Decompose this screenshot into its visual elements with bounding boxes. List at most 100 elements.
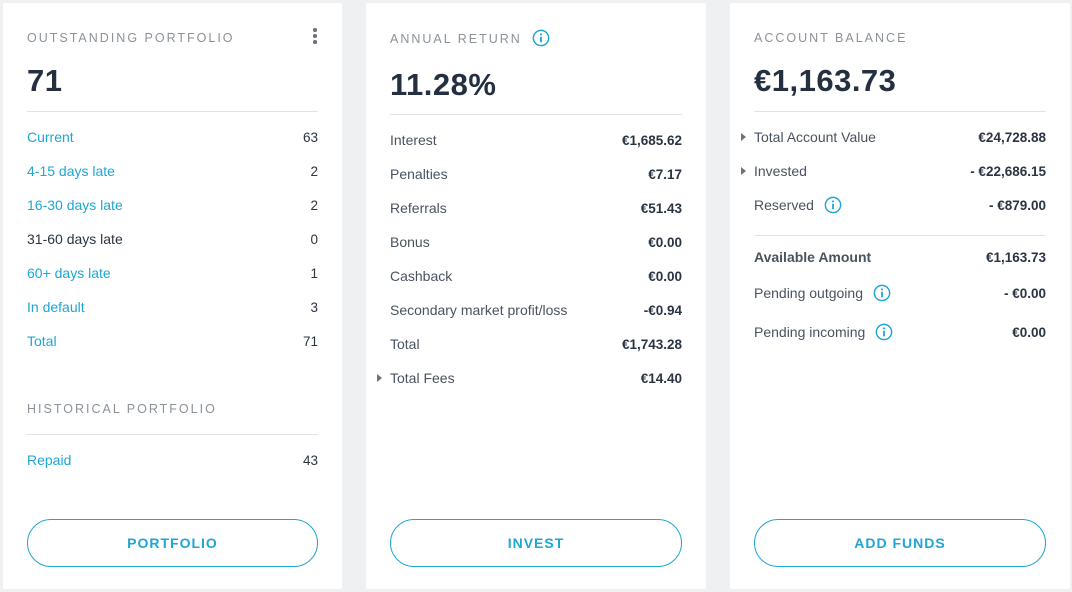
list-item-cashback: Cashback €0.00 [390, 259, 682, 293]
row-value: - €0.00 [1003, 285, 1046, 301]
row-label: Cashback [390, 268, 453, 284]
list-item-total[interactable]: Total 71 [27, 324, 318, 358]
row-label-wrap: Pending incoming [754, 323, 893, 341]
divider [27, 434, 318, 435]
account-balance-list: Total Account Value €24,728.88 Invested … [741, 120, 1046, 222]
outstanding-portfolio-title: OUTSTANDING PORTFOLIO [27, 31, 235, 45]
info-icon[interactable] [532, 29, 550, 47]
row-label-wrap: Reserved [754, 196, 842, 214]
annual-return-list: Interest €1,685.62 Penalties €7.17 Refer… [377, 123, 682, 395]
list-item-repaid[interactable]: Repaid 43 [27, 443, 318, 477]
portfolio-status-list: Current 63 4-15 days late 2 16-30 days l… [27, 120, 318, 358]
row-value: 0 [310, 231, 318, 247]
row-label[interactable]: 16-30 days late [27, 197, 123, 213]
invest-button[interactable]: INVEST [390, 519, 682, 567]
available-amount-list: Available Amount €1,163.73 Pending outgo… [754, 240, 1046, 352]
row-value: €1,685.62 [621, 132, 682, 148]
list-item-16-30-days-late[interactable]: 16-30 days late 2 [27, 188, 318, 222]
row-label[interactable]: In default [27, 299, 85, 315]
account-balance-title: ACCOUNT BALANCE [754, 31, 908, 45]
divider [754, 111, 1046, 112]
annual-return-card: ANNUAL RETURN 11.28% Interest €1,685.62 … [366, 3, 706, 589]
row-value: €1,163.73 [985, 249, 1046, 265]
list-item-reserved: Reserved - €879.00 [754, 188, 1046, 222]
outstanding-portfolio-count: 71 [27, 63, 63, 98]
info-icon[interactable] [824, 196, 842, 214]
row-value: - €22,686.15 [970, 163, 1046, 179]
row-label[interactable]: Total Account Value [754, 129, 876, 145]
row-label[interactable]: Repaid [27, 452, 72, 468]
account-balance-card: ACCOUNT BALANCE €1,163.73 Total Account … [730, 3, 1070, 589]
row-value: €24,728.88 [978, 129, 1046, 145]
row-value: €1,743.28 [621, 336, 682, 352]
info-icon[interactable] [873, 284, 891, 302]
row-label: Reserved [754, 197, 814, 213]
row-label: Bonus [390, 234, 430, 250]
row-value: 43 [302, 452, 318, 468]
row-value: €0.00 [648, 234, 682, 250]
list-item-current[interactable]: Current 63 [27, 120, 318, 154]
historical-list: Repaid 43 [27, 443, 318, 477]
divider [754, 235, 1046, 236]
expand-caret-icon[interactable] [377, 374, 382, 382]
list-item-invested[interactable]: Invested - €22,686.15 [741, 154, 1046, 188]
row-label[interactable]: 60+ days late [27, 265, 111, 281]
divider [27, 111, 318, 112]
row-label[interactable]: Total [27, 333, 57, 349]
account-balance-value: €1,163.73 [754, 63, 897, 98]
list-item-60-plus-days-late[interactable]: 60+ days late 1 [27, 256, 318, 290]
list-item-total-account-value[interactable]: Total Account Value €24,728.88 [741, 120, 1046, 154]
row-label[interactable]: Invested [754, 163, 807, 179]
list-item-available-amount: Available Amount €1,163.73 [754, 240, 1046, 274]
row-label: Total [390, 336, 420, 352]
list-item-interest: Interest €1,685.62 [390, 123, 682, 157]
info-icon[interactable] [875, 323, 893, 341]
row-value: 2 [310, 197, 318, 213]
row-label: Pending outgoing [754, 285, 863, 301]
add-funds-button[interactable]: ADD FUNDS [754, 519, 1046, 567]
row-label: Available Amount [754, 249, 872, 265]
row-value: 63 [302, 129, 318, 145]
list-item-referrals: Referrals €51.43 [390, 191, 682, 225]
row-label[interactable]: Total Fees [390, 370, 455, 386]
row-value: €51.43 [640, 200, 682, 216]
row-value: €0.00 [1012, 324, 1046, 340]
row-label: Penalties [390, 166, 448, 182]
row-value: €14.40 [640, 370, 682, 386]
row-value: -€0.94 [643, 302, 682, 318]
list-item-bonus: Bonus €0.00 [390, 225, 682, 259]
row-value: 2 [310, 163, 318, 179]
list-item-pending-outgoing: Pending outgoing - €0.00 [754, 274, 1046, 312]
expand-caret-icon[interactable] [741, 167, 746, 175]
row-label: 31-60 days late [27, 231, 123, 247]
portfolio-button[interactable]: PORTFOLIO [27, 519, 318, 567]
list-item-4-15-days-late[interactable]: 4-15 days late 2 [27, 154, 318, 188]
expand-caret-icon[interactable] [741, 133, 746, 141]
list-item-total-fees[interactable]: Total Fees €14.40 [377, 361, 682, 395]
row-label[interactable]: 4-15 days late [27, 163, 115, 179]
list-item-pending-incoming: Pending incoming €0.00 [754, 312, 1046, 352]
row-label[interactable]: Current [27, 129, 74, 145]
row-value: 71 [302, 333, 318, 349]
list-item-penalties: Penalties €7.17 [390, 157, 682, 191]
divider [390, 114, 682, 115]
row-value: - €879.00 [988, 197, 1046, 213]
row-label: Pending incoming [754, 324, 866, 340]
row-value: 1 [310, 265, 318, 281]
list-item-secondary-market: Secondary market profit/loss -€0.94 [390, 293, 682, 327]
row-label: Secondary market profit/loss [390, 302, 568, 318]
list-item-in-default[interactable]: In default 3 [27, 290, 318, 324]
row-label: Interest [390, 132, 437, 148]
outstanding-portfolio-card: OUTSTANDING PORTFOLIO 71 Current 63 4-15… [3, 3, 342, 589]
annual-return-header: ANNUAL RETURN [390, 29, 550, 47]
list-item-31-60-days-late: 31-60 days late 0 [27, 222, 318, 256]
row-label: Referrals [390, 200, 447, 216]
more-options-icon[interactable] [312, 28, 318, 46]
annual-return-value: 11.28% [390, 67, 497, 102]
row-value: €0.00 [648, 268, 682, 284]
list-item-total: Total €1,743.28 [390, 327, 682, 361]
row-value: €7.17 [648, 166, 682, 182]
annual-return-title: ANNUAL RETURN [390, 32, 522, 46]
historical-portfolio-title: HISTORICAL PORTFOLIO [27, 402, 217, 416]
row-label-wrap: Pending outgoing [754, 284, 891, 302]
